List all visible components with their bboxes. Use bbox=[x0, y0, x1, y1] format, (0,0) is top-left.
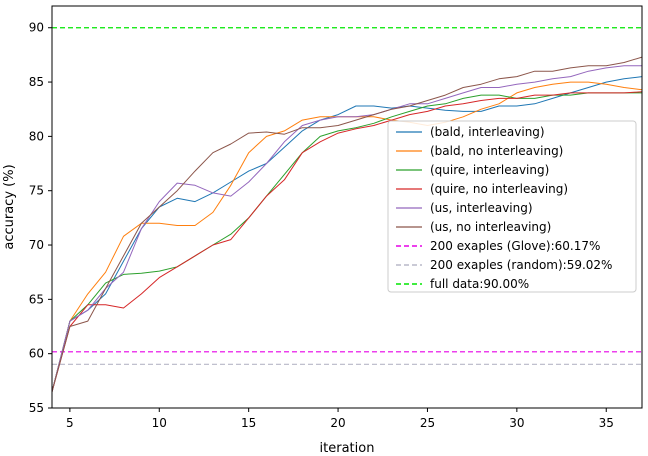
series-line-2 bbox=[51, 92, 642, 392]
legend-label: (quire, interleaving) bbox=[430, 163, 549, 177]
x-tick-label: 10 bbox=[152, 416, 167, 430]
series-lines bbox=[51, 56, 643, 392]
legend-label: (us, interleaving) bbox=[430, 201, 533, 215]
y-tick-label: 65 bbox=[29, 292, 44, 306]
legend-label: 200 exaples (Glove):60.17% bbox=[430, 239, 600, 253]
legend-label: (quire, no interleaving) bbox=[430, 182, 568, 196]
y-tick-label: 60 bbox=[29, 347, 44, 361]
legend-label: (bald, no interleaving) bbox=[430, 144, 563, 158]
legend-label: 200 exaples (random):59.02% bbox=[430, 258, 612, 272]
x-tick-label: 25 bbox=[420, 416, 435, 430]
x-tick-label: 35 bbox=[599, 416, 614, 430]
plot-frame bbox=[51, 5, 643, 409]
y-tick-label: 85 bbox=[29, 75, 44, 89]
reference-lines bbox=[52, 27, 642, 365]
legend-label: (bald, interleaving) bbox=[430, 125, 545, 139]
y-axis-title: accuracy (%) bbox=[2, 164, 17, 249]
x-tick-label: 5 bbox=[66, 416, 74, 430]
legend: (bald, interleaving) (bald, no interleavi… bbox=[387, 120, 637, 293]
x-tick-label: 15 bbox=[241, 416, 256, 430]
y-tick-label: 75 bbox=[29, 184, 44, 198]
legend-label: full data:90.00% bbox=[430, 277, 529, 291]
x-tick-label: 20 bbox=[330, 416, 345, 430]
legend-label: (us, no interleaving) bbox=[430, 220, 551, 234]
series-line-5 bbox=[51, 56, 643, 392]
y-tick-label: 55 bbox=[29, 401, 44, 415]
series-line-3 bbox=[51, 91, 643, 392]
y-axis-ticks: 55 60 65 70 75 80 85 90 bbox=[29, 21, 52, 415]
legend-box bbox=[387, 120, 637, 293]
series-line-0 bbox=[51, 76, 643, 392]
y-tick-label: 70 bbox=[29, 238, 44, 252]
y-tick-label: 80 bbox=[29, 129, 44, 143]
x-axis-ticks: 5 10 15 20 25 30 35 bbox=[66, 408, 614, 430]
x-tick-label: 30 bbox=[509, 416, 524, 430]
y-tick-label: 90 bbox=[29, 21, 44, 35]
x-axis-title: iteration bbox=[320, 441, 375, 456]
